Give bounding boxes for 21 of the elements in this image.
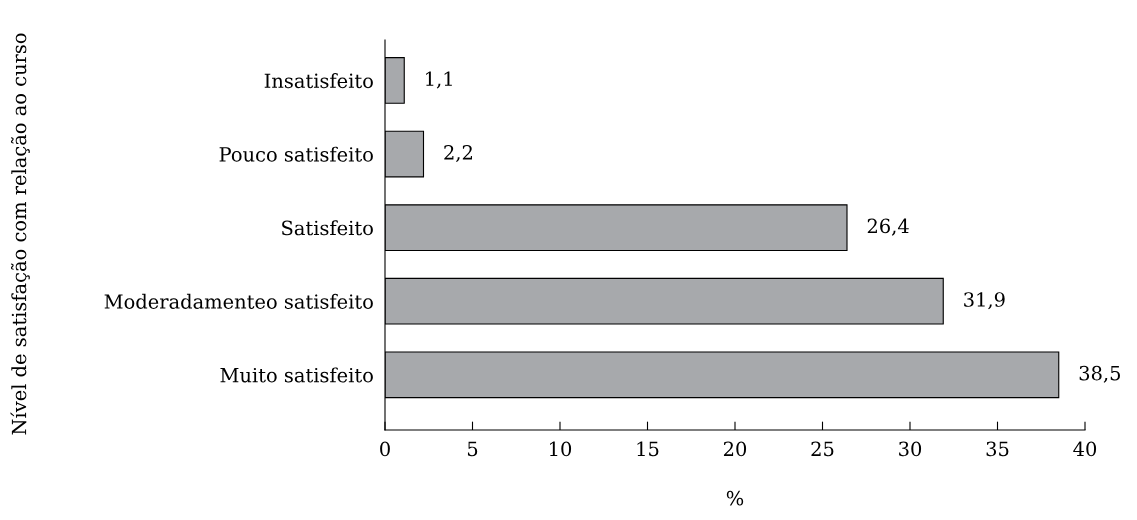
x-tick-label: 5 (467, 441, 478, 457)
x-tick-label: 20 (723, 441, 747, 457)
x-tick-label: 35 (986, 441, 1009, 457)
data-label: 1,1 (426, 71, 452, 89)
x-axis-title: % (726, 490, 744, 506)
data-label: 38,5 (1079, 365, 1120, 383)
x-tick-label: 0 (380, 441, 390, 457)
y-tick-label: Pouco satisfeito (219, 146, 373, 162)
y-axis-title: Nível de satisfação com relação ao curso (10, 33, 30, 435)
y-tick-label: Insatisfeito (264, 73, 373, 89)
y-tick-label: Muito satisfeito (220, 367, 373, 383)
x-tick-label: 15 (637, 441, 659, 457)
data-label: 31,9 (964, 292, 1005, 310)
x-tick-label: 10 (550, 441, 572, 457)
y-tick-label: Moderadamenteo satisfeito (104, 293, 373, 309)
data-label: 2,2 (444, 144, 472, 163)
data-label: 26,4 (867, 218, 909, 236)
x-tick-label: 25 (811, 441, 834, 457)
x-tick-label: 40 (1073, 441, 1097, 457)
y-tick-label: Satisfeito (282, 220, 373, 236)
x-tick-label: 30 (899, 441, 922, 457)
